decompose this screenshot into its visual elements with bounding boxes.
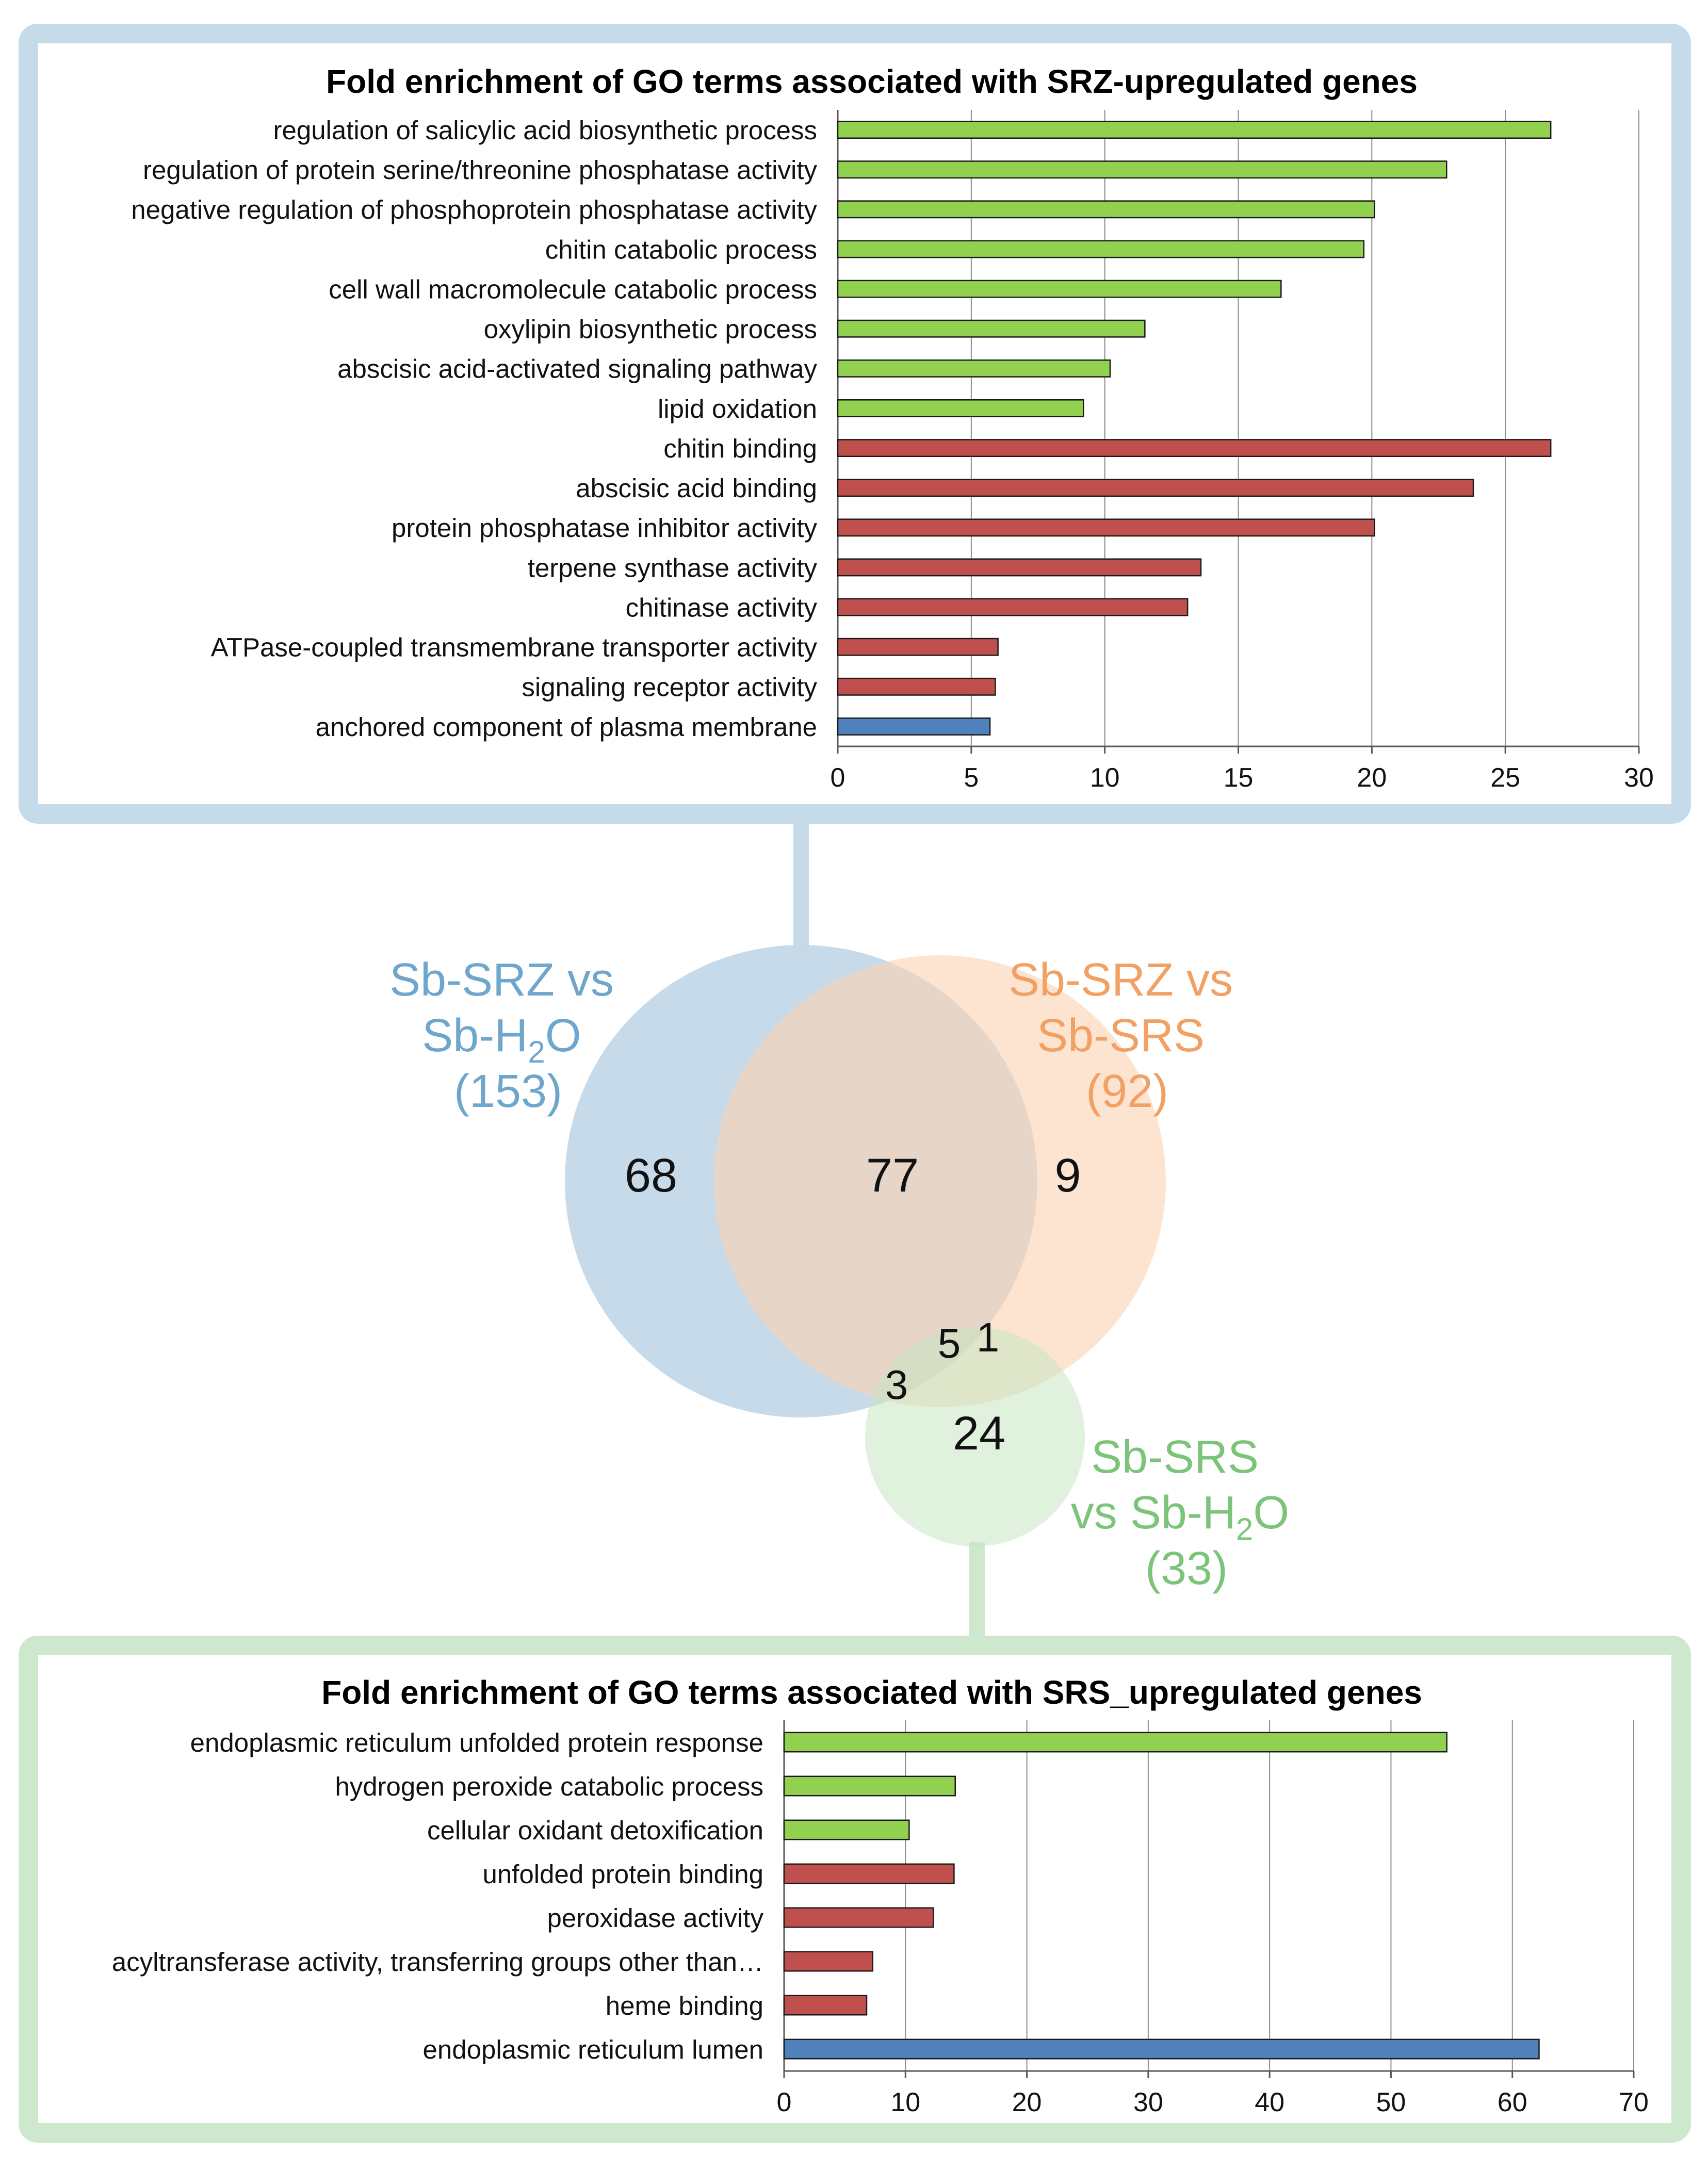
venn-label-blue-line2a: Sb-H xyxy=(422,1010,528,1062)
venn-circle-srs-vs-h2o xyxy=(865,1327,1085,1546)
srz-bar xyxy=(837,518,1375,537)
venn-label-green: Sb-SRS vs Sb-H2O (33) xyxy=(1071,1431,1302,1594)
srs-category-label: cellular oxidant detoxification xyxy=(427,1816,763,1845)
venn-label-orange-line2: Sb-SRS xyxy=(1037,1010,1205,1062)
srz-category-label: terpene synthase activity xyxy=(528,553,818,582)
srz-bar xyxy=(837,558,1202,577)
srs-tick-label: 40 xyxy=(1255,2088,1284,2117)
srs-bar xyxy=(783,1907,934,1928)
srz-category-label: lipid oxidation xyxy=(658,394,817,423)
venn-label-blue-line1: Sb-SRZ vs xyxy=(389,954,614,1006)
srs-tick-label: 30 xyxy=(1133,2088,1163,2117)
srs-tick-label: 50 xyxy=(1376,2088,1406,2117)
venn-label-orange: Sb-SRZ vs Sb-SRS (92) xyxy=(1008,954,1246,1117)
srs-tick-label: 20 xyxy=(1012,2088,1042,2117)
srz-panel-border xyxy=(19,24,1691,824)
srs-bar xyxy=(783,2038,1540,2060)
srz-category-label: abscisic acid-activated signaling pathwa… xyxy=(337,354,817,384)
srs-bar xyxy=(783,1863,955,1884)
srz-tick-label: 30 xyxy=(1624,763,1654,793)
srs-tick-label: 10 xyxy=(890,2088,920,2117)
srs-tick-label: 70 xyxy=(1619,2088,1649,2117)
srs-category-label: endoplasmic reticulum unfolded protein r… xyxy=(190,1728,763,1757)
srz-bar xyxy=(837,399,1084,417)
srz-bar xyxy=(837,598,1189,616)
srs-bar xyxy=(783,1732,1447,1753)
srz-plot-area: 0 5 10 15 20 25 30 regulation of salicylic acid… xyxy=(131,110,1654,793)
srz-bar xyxy=(837,717,991,736)
srz-bar xyxy=(837,200,1375,219)
srs-bar xyxy=(783,1995,868,2016)
venn-count-orange-green: 1 xyxy=(977,1314,1000,1360)
srz-tick-label: 5 xyxy=(964,763,979,793)
srz-category-label: negative regulation of phosphoprotein ph… xyxy=(131,195,817,224)
srs-category-label: unfolded protein binding xyxy=(483,1860,763,1889)
venn-label-green-line1: Sb-SRS xyxy=(1091,1431,1259,1483)
srz-bar xyxy=(837,638,999,656)
srs-category-label: endoplasmic reticulum lumen xyxy=(423,2035,763,2064)
srz-category-label: regulation of protein serine/threonine p… xyxy=(143,155,817,185)
venn-circle-srz-vs-srs xyxy=(714,955,1166,1407)
srs-chart-panel: Fold enrichment of GO terms associated w… xyxy=(19,1636,1691,2143)
srs-plot-area: 0 10 20 30 40 50 60 70 endoplasmic reticulum unf… xyxy=(112,1720,1649,2117)
srz-bar xyxy=(837,280,1282,298)
srz-bar xyxy=(837,319,1146,338)
srz-category-label: ATPase-coupled transmembrane transporter… xyxy=(211,633,818,662)
venn-label-orange-line1: Sb-SRZ vs xyxy=(1008,954,1233,1006)
srz-category-label: protein phosphatase inhibitor activity xyxy=(392,513,817,543)
venn-label-green-line2a: vs Sb-H xyxy=(1071,1487,1236,1539)
venn-count-all-three: 5 xyxy=(938,1320,961,1366)
srz-bar xyxy=(837,359,1111,378)
venn-count-blue-orange: 77 xyxy=(866,1149,919,1202)
srs-bar xyxy=(783,1775,956,1797)
srz-category-label: chitinase activity xyxy=(626,593,818,622)
srz-bar xyxy=(837,121,1552,139)
venn-count-blue-green: 3 xyxy=(885,1362,908,1408)
srz-bar xyxy=(837,160,1447,179)
venn-label-green-sub: 2 xyxy=(1236,1512,1253,1546)
venn-label-orange-line3: (92) xyxy=(1086,1066,1168,1117)
venn-count-green-only: 24 xyxy=(953,1407,1005,1460)
srz-category-label: cell wall macromolecule catabolic proces… xyxy=(329,274,817,304)
venn-label-blue-line2b: O xyxy=(545,1010,581,1062)
venn-diagram: Sb-SRZ vs Sb-H2O (153) Sb-SRZ vs Sb-SRS … xyxy=(389,945,1302,1594)
srz-category-label: chitin catabolic process xyxy=(545,235,817,264)
srz-category-label: signaling receptor activity xyxy=(522,673,817,702)
venn-label-blue-sub: 2 xyxy=(528,1035,545,1069)
srs-chart-title: Fold enrichment of GO terms associated w… xyxy=(321,1674,1422,1711)
srs-panel-border xyxy=(19,1636,1691,2143)
srz-tick-label: 0 xyxy=(831,763,845,793)
venn-label-green-line2b: O xyxy=(1253,1487,1289,1539)
venn-count-blue-only: 68 xyxy=(625,1149,677,1202)
venn-label-green-line3: (33) xyxy=(1145,1543,1228,1594)
srz-category-label: abscisic acid binding xyxy=(576,474,817,503)
srz-category-label: regulation of salicylic acid biosyntheti… xyxy=(273,116,817,145)
srz-chart-title: Fold enrichment of GO terms associated w… xyxy=(326,63,1418,100)
srz-bar xyxy=(837,479,1474,497)
venn-count-orange-only: 9 xyxy=(1054,1149,1081,1202)
srs-category-label: hydrogen peroxide catabolic process xyxy=(335,1772,763,1801)
venn-label-blue: Sb-SRZ vs Sb-H2O (153) xyxy=(389,954,627,1117)
srz-category-label: oxylipin biosynthetic process xyxy=(484,315,817,344)
venn-label-blue-line3: (153) xyxy=(454,1066,562,1117)
srz-category-label: anchored component of plasma membrane xyxy=(316,712,817,742)
srz-chart-panel: Fold enrichment of GO terms associated w… xyxy=(19,24,1691,824)
srs-category-label: heme binding xyxy=(606,1991,763,2020)
srz-category-label: chitin binding xyxy=(663,434,817,463)
srz-bar xyxy=(837,677,996,696)
srs-category-label: acyltransferase activity, transferring g… xyxy=(112,1947,763,1977)
srs-tick-label: 60 xyxy=(1498,2088,1527,2117)
srs-category-label: peroxidase activity xyxy=(547,1903,763,1933)
srs-bar xyxy=(783,1819,910,1840)
srz-bar xyxy=(837,439,1552,458)
srz-tick-label: 20 xyxy=(1357,763,1387,793)
srz-tick-label: 25 xyxy=(1490,763,1520,793)
srs-tick-label: 0 xyxy=(777,2088,792,2117)
srs-bar xyxy=(783,1951,874,1972)
srz-tick-label: 10 xyxy=(1090,763,1120,793)
srz-bar xyxy=(837,240,1365,258)
srz-tick-label: 15 xyxy=(1224,763,1254,793)
